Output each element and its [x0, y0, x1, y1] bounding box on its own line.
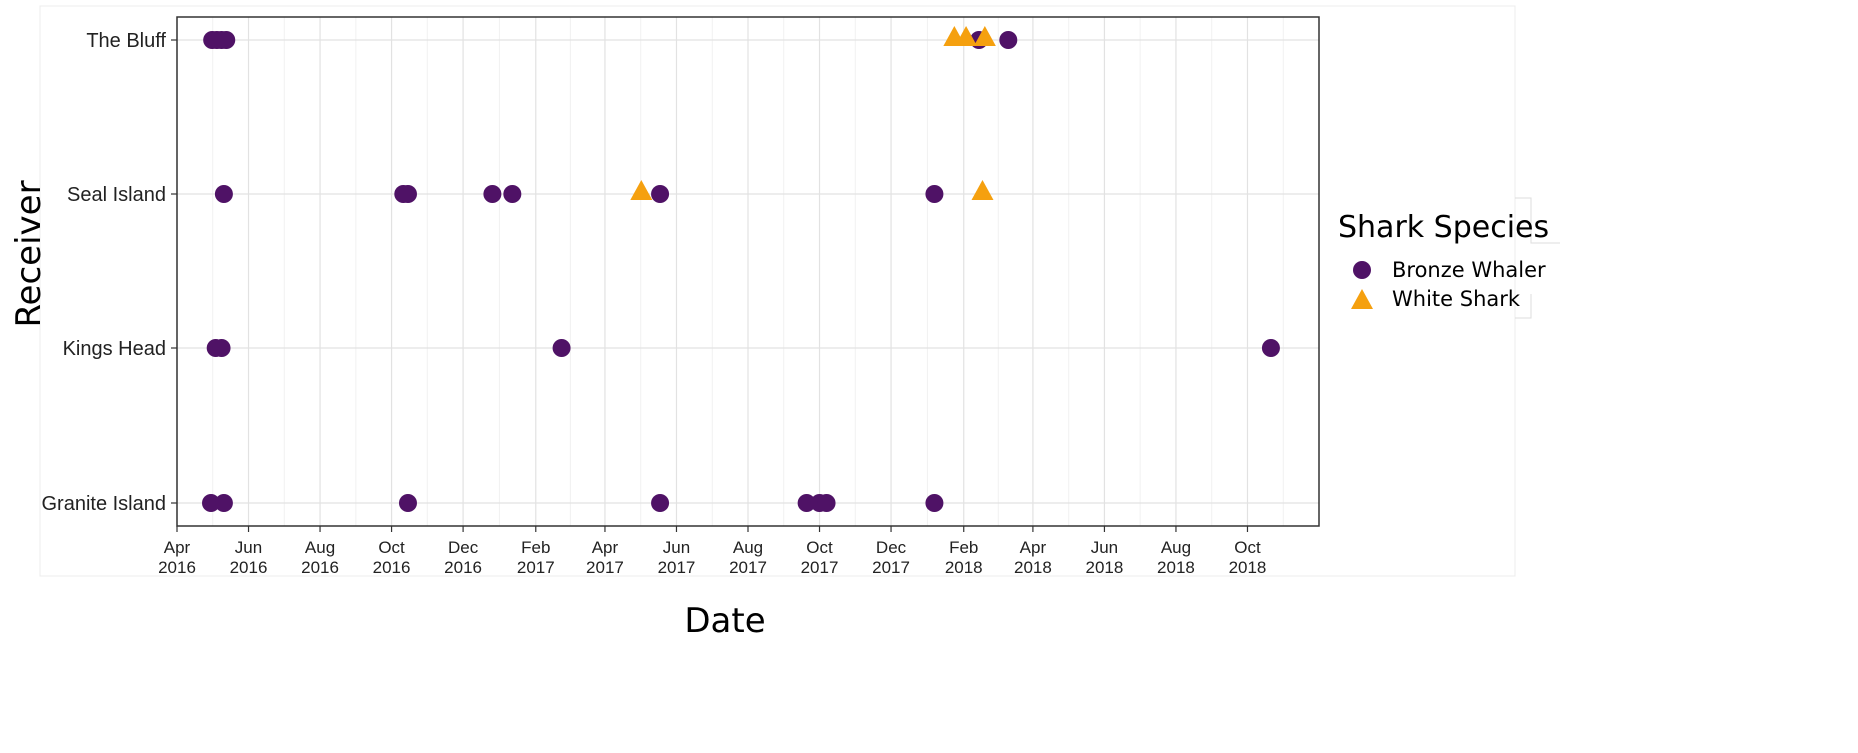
bronze-whaler-point	[817, 494, 836, 512]
x-tick-label: Oct 2017	[801, 538, 839, 577]
bronze-whaler-point	[202, 494, 221, 512]
bronze-whaler-point	[925, 185, 944, 203]
bronze-whaler-point	[483, 185, 502, 203]
bronze-whaler-point	[214, 494, 233, 512]
legend-bracket	[1515, 197, 1560, 319]
legend-bronze-whaler-label: Bronze Whaler	[1392, 258, 1546, 282]
figure-frame	[39, 5, 1516, 577]
x-tick-label: Feb 2017	[517, 538, 555, 577]
bronze-whaler-point	[651, 494, 670, 512]
legend-bronze-whaler-marker	[1353, 261, 1371, 279]
x-tick-label: Jun 2016	[230, 538, 268, 577]
grid	[176, 17, 1319, 526]
bronze-whaler-point	[503, 185, 522, 203]
data-points	[202, 26, 1280, 512]
x-tick-label: Oct 2016	[373, 538, 411, 577]
x-tick-label: Jun 2017	[658, 538, 696, 577]
x-tick-label: Dec 2017	[872, 538, 910, 577]
y-tick-label: Granite Island	[41, 493, 166, 515]
x-tick-label: Apr 2018	[1014, 538, 1052, 577]
legend-white-shark-label: White Shark	[1392, 287, 1521, 311]
x-tick-label: Apr 2016	[158, 538, 196, 577]
x-tick-label: Jun 2018	[1086, 538, 1124, 577]
bronze-whaler-point	[398, 185, 417, 203]
white-shark-point	[971, 180, 994, 200]
x-tick-label: Feb 2018	[945, 538, 983, 577]
x-tick-label: Oct 2018	[1229, 538, 1267, 577]
bronze-whaler-point	[1261, 339, 1280, 357]
bronze-whaler-point	[398, 494, 417, 512]
x-tick-label: Aug 2018	[1157, 538, 1195, 577]
bronze-whaler-point	[651, 185, 670, 203]
bronze-whaler-point	[925, 494, 944, 512]
y-axis: The Bluff Seal Island Kings Head Granite Is…	[41, 30, 177, 515]
x-tick-label: Apr 2017	[586, 538, 624, 577]
y-tick-label: Kings Head	[63, 338, 166, 360]
legend-title: Shark Species	[1338, 210, 1549, 245]
bronze-whaler-point	[797, 494, 816, 512]
y-tick-label: The Bluff	[86, 30, 166, 52]
white-shark-point	[955, 26, 978, 46]
x-axis-title: Date	[684, 601, 765, 641]
x-axis: Apr 2016 Jun 2016 Aug 2016 Oct 2016 Dec 2016 Feb 20…	[158, 526, 1266, 577]
bronze-whaler-point	[214, 185, 233, 203]
bronze-whaler-point	[552, 339, 571, 357]
x-tick-label: Aug 2016	[301, 538, 339, 577]
legend-white-shark-marker	[1351, 289, 1373, 309]
white-shark-point	[630, 180, 653, 200]
bronze-whaler-point	[212, 339, 231, 357]
y-axis-title: Receiver	[9, 180, 49, 327]
white-shark-point	[973, 26, 996, 46]
y-tick-label: Seal Island	[67, 184, 166, 206]
x-tick-label: Dec 2016	[444, 538, 482, 577]
bronze-whaler-point	[217, 31, 236, 49]
x-tick-label: Aug 2017	[729, 538, 767, 577]
legend: Shark Species Bronze Whaler White Shark	[1338, 197, 1560, 319]
bronze-whaler-point	[999, 31, 1018, 49]
